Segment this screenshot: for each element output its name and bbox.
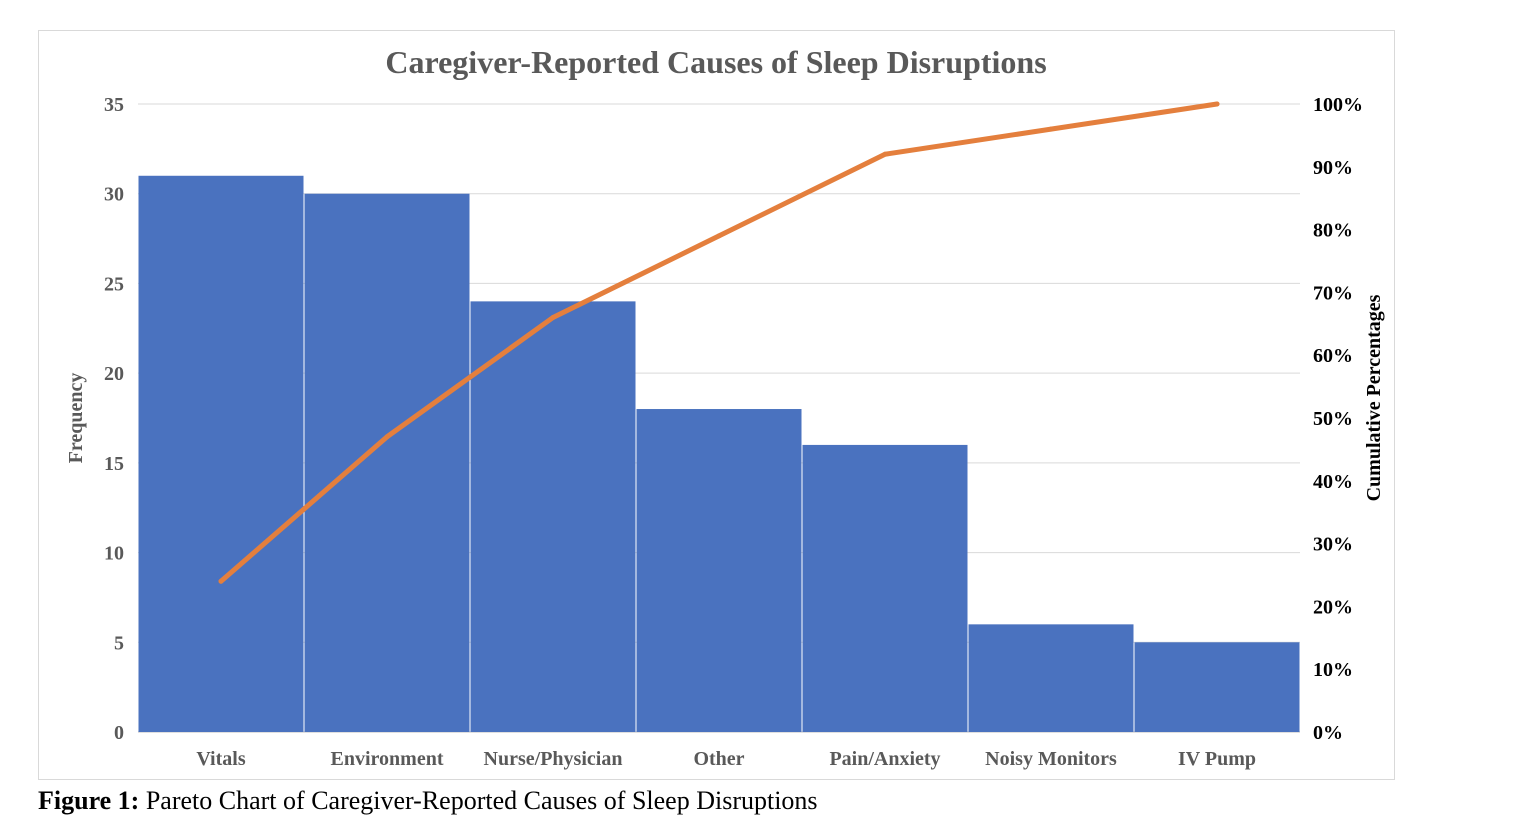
y2-tick-label: 0% (1313, 722, 1343, 744)
caption-lead: Figure 1: (38, 786, 140, 815)
y-tick-label: 5 (114, 632, 124, 654)
bar (968, 624, 1134, 732)
line-point (882, 151, 888, 157)
bar (138, 175, 304, 732)
x-tick-label: Nurse/Physician (484, 748, 623, 770)
line-point (1214, 101, 1220, 107)
y-tick-label: 10 (104, 543, 124, 565)
x-tick-label: Pain/Anxiety (829, 748, 940, 770)
bar (470, 301, 636, 732)
y2-tick-label: 40% (1313, 471, 1353, 493)
line-point (716, 233, 722, 239)
bar (1134, 642, 1300, 732)
x-tick-label: IV Pump (1178, 748, 1256, 770)
y2-tick-label: 20% (1313, 596, 1353, 618)
y-tick-label: 35 (104, 94, 124, 116)
bars (138, 175, 1300, 732)
y2-tick-label: 30% (1313, 534, 1353, 556)
figure-caption: Figure 1: Pareto Chart of Caregiver-Repo… (38, 786, 818, 816)
x-tick-label: Noisy Monitors (985, 748, 1117, 770)
y2-tick-label: 90% (1313, 157, 1353, 179)
y-tick-label: 30 (104, 184, 124, 206)
y2-tick-label: 50% (1313, 408, 1353, 430)
x-tick-label: Other (693, 748, 744, 770)
line-point (550, 315, 556, 321)
y-tick-label: 20 (104, 363, 124, 385)
y-tick-label: 15 (104, 453, 124, 475)
tick-labels: 0 5 10 15 20 25 30 35 0% 10% 20% 30% 40% 50% 60% 70% 80%… (104, 94, 1363, 770)
bar (802, 444, 968, 732)
y2-tick-label: 100% (1313, 94, 1363, 116)
y-axis-label: Frequency (65, 373, 87, 464)
y2-tick-label: 60% (1313, 345, 1353, 367)
line-point (1048, 126, 1054, 132)
chart-title: Caregiver-Reported Causes of Sleep Disru… (385, 44, 1047, 80)
caption-text: Pareto Chart of Caregiver-Reported Cause… (139, 786, 818, 815)
line-point (218, 578, 224, 584)
y2-tick-label: 80% (1313, 220, 1353, 242)
bar (636, 409, 802, 732)
line-point (384, 434, 390, 440)
x-tick-label: Environment (331, 748, 444, 770)
cumulative-line (218, 101, 1220, 584)
y-tick-label: 0 (114, 722, 124, 744)
y2-tick-label: 10% (1313, 659, 1353, 681)
x-tick-label: Vitals (196, 748, 245, 770)
bar (304, 193, 470, 732)
y-tick-label: 25 (104, 273, 124, 295)
y2-tick-label: 70% (1313, 282, 1353, 304)
y2-axis-label: Cumulative Percentages (1363, 294, 1385, 501)
